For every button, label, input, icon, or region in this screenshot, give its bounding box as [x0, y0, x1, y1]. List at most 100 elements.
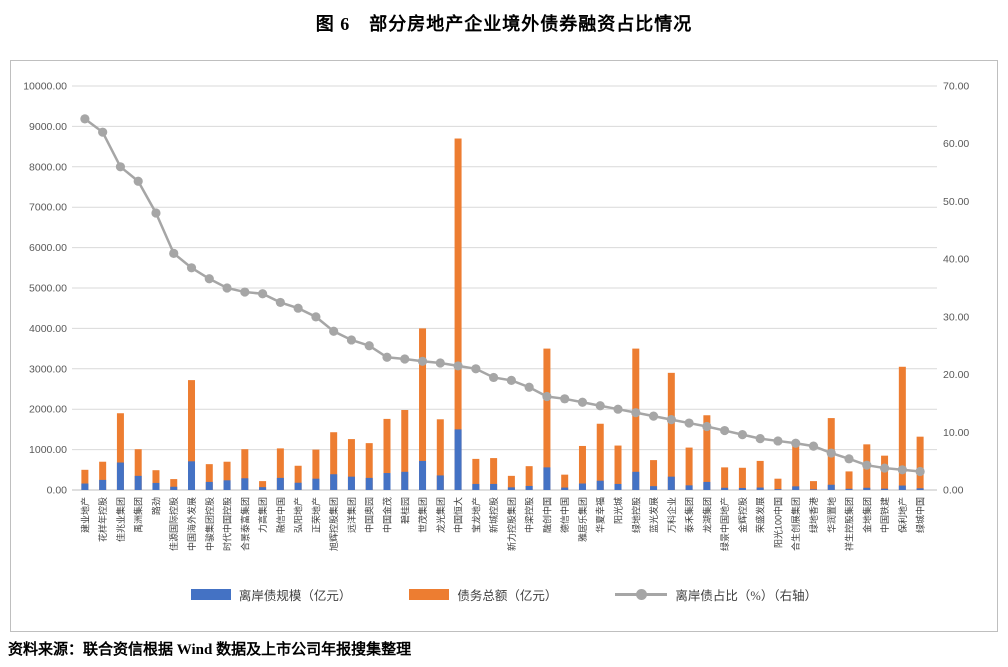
y-axis-left-tick-label: 5000.00 [29, 283, 67, 295]
total-debt-bar [667, 372, 675, 490]
offshore-scale-bar [99, 479, 107, 490]
total-debt-swatch-icon [409, 589, 450, 600]
x-axis-category-label: 龙湖集团 [701, 497, 712, 533]
ratio-point [169, 248, 179, 258]
ratio-point [471, 364, 481, 374]
total-debt-bar [152, 470, 160, 490]
offshore-scale-bar [347, 476, 355, 490]
y-axis-right-tick-label: 50.00 [943, 196, 969, 208]
page-title: 图 6 部分房地产企业境外债券融资占比情况 [315, 14, 693, 34]
offshore-scale-bar [223, 480, 231, 490]
offshore-scale-bar [898, 485, 906, 490]
offshore-scale-bar [116, 462, 124, 490]
ratio-point [204, 274, 214, 284]
x-axis-category-label: 融创中国 [541, 497, 552, 533]
y-axis-left-tick-label: 2000.00 [29, 404, 67, 416]
offshore-scale-swatch-icon [190, 589, 231, 600]
offshore-scale-bar [134, 475, 142, 490]
x-axis-category-label: 祥生控股集团 [844, 497, 855, 551]
x-axis-category-label: 阳光100中国 [772, 497, 783, 548]
offshore-scale-bar [667, 476, 675, 490]
total-debt-bar [223, 461, 231, 490]
ratio-point [755, 434, 765, 444]
ratio-point [506, 375, 516, 385]
ratio-point [631, 408, 641, 418]
total-debt-bar [472, 458, 480, 490]
offshore-scale-bar [650, 486, 658, 490]
x-axis-category-label: 远洋集团 [346, 497, 357, 533]
total-debt-bar [401, 410, 409, 490]
x-axis-category-label: 龙光集团 [435, 497, 446, 533]
ratio-point [400, 354, 410, 364]
x-axis-category-label: 万科企业 [666, 497, 677, 533]
x-axis-category-label: 金辉控股 [737, 497, 748, 533]
total-debt-bar [383, 418, 391, 490]
offshore-scale-bar [756, 487, 764, 490]
legend: 离岸债规模（亿元） 债务总额（亿元） 离岸债占比（%）（右轴） [11, 585, 997, 604]
ratio-point [275, 297, 285, 308]
offshore-scale-bar [881, 488, 889, 490]
ratio-point [826, 448, 836, 458]
total-debt-bar [756, 460, 764, 490]
total-debt-bar [898, 366, 906, 490]
y-axis-left-tick-label: 3000.00 [29, 363, 67, 375]
offshore-scale-bar [276, 477, 284, 490]
x-axis-category-label: 花样年控股 [97, 497, 108, 542]
ratio-point [435, 358, 445, 368]
offshore-scale-bar [632, 471, 640, 490]
offshore-scale-bar [294, 482, 302, 490]
x-axis-category-label: 力高集团 [257, 497, 268, 533]
source-note: 资料来源：联合资信根据 Wind 数据及上市公司年报搜集整理 [8, 642, 412, 658]
ratio-point [560, 394, 570, 404]
offshore-scale-bar [578, 483, 586, 490]
total-debt-bar [561, 474, 569, 490]
x-axis-category-label: 中国铁建 [879, 497, 890, 533]
ratio-point [737, 429, 748, 440]
x-axis-category-label: 中梁控股 [524, 497, 535, 533]
total-debt-bar [738, 467, 746, 490]
total-debt-bar [507, 475, 515, 490]
legend-item-total-debt: 债务总额（亿元） [409, 585, 557, 604]
ratio-point [577, 397, 588, 407]
chart-svg: 0.00 1000.00 2000.00 3000.00 4000.00 5000.00 6… [23, 81, 969, 552]
offshore-scale-bar [561, 487, 569, 490]
ratio-point [862, 460, 872, 470]
x-axis-category-label: 中国海外发展 [186, 497, 197, 551]
y-axis-right-tick-label: 0.00 [943, 485, 964, 497]
x-axis-category-label: 华润置地 [826, 497, 837, 533]
ratio-point [879, 463, 890, 473]
x-axis-category-label: 阳光城 [613, 497, 624, 524]
ratio-line-swatch-icon [615, 589, 668, 600]
offshore-scale-bar [507, 487, 515, 490]
x-axis-category-label: 绿地控股 [630, 497, 641, 533]
total-debt-bar [134, 449, 142, 490]
y-axis-right-tick-label: 10.00 [943, 427, 969, 439]
offshore-scale-bar [845, 488, 853, 490]
ratio-point [329, 326, 339, 336]
x-axis-category-label: 佳兆业集团 [115, 497, 126, 542]
total-debt-bar [205, 464, 213, 490]
total-debt-bar [81, 469, 89, 490]
offshore-scale-bar [312, 478, 320, 490]
total-debt-bar [276, 448, 284, 490]
x-axis-category-label: 蓝光发展 [648, 497, 659, 533]
ratio-point [844, 454, 854, 464]
total-debt-bar [845, 471, 853, 490]
total-debt-bar [809, 481, 817, 490]
y-axis-left-tick-label: 10000.00 [23, 81, 67, 93]
ratio-point [524, 382, 534, 392]
y-axis-right-tick-label: 30.00 [943, 311, 969, 323]
ratio-point [808, 441, 819, 451]
x-axis-category-label: 绿景中国地产 [719, 497, 730, 551]
ratio-point [346, 335, 357, 345]
ratio-point [115, 162, 126, 172]
total-debt-bar [99, 461, 107, 490]
total-debt-bar [881, 455, 889, 490]
ratio-point [364, 341, 374, 351]
x-axis-category-label: 佳源国际控股 [168, 497, 179, 551]
total-debt-bar [685, 447, 693, 490]
x-axis-category-label: 中国金茂 [381, 497, 392, 533]
ratio-point [293, 303, 303, 313]
offshore-scale-bar [365, 477, 373, 490]
ratio-point [489, 372, 499, 383]
